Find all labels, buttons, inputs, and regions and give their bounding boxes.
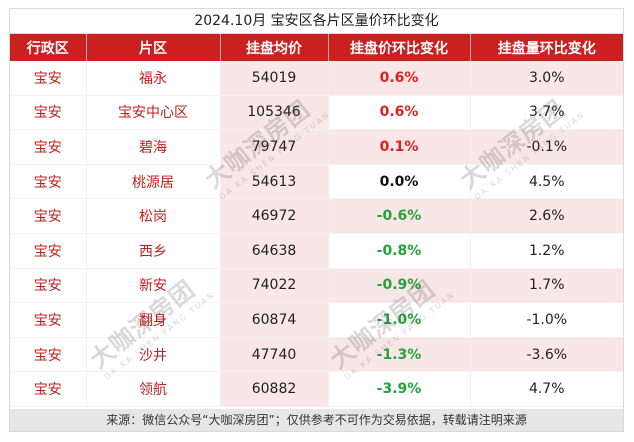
district-cell: 宝安 xyxy=(10,371,87,407)
price-cell: 79747 xyxy=(220,129,329,165)
table-row: 宝安 新安 74022 -0.9% 1.7% xyxy=(10,268,623,304)
district-cell: 宝安 xyxy=(10,95,87,131)
district-cell: 宝安 xyxy=(10,233,87,269)
table-row: 宝安 桃源居 54613 0.0% 4.5% xyxy=(10,164,623,200)
price-cell: 46972 xyxy=(220,198,329,234)
listing-change-cell: 4.5% xyxy=(470,164,623,200)
table-row: 宝安 宝安中心区 105346 0.6% 3.7% xyxy=(10,95,623,131)
table-row: 宝安 领航 60882 -3.9% 4.7% xyxy=(10,371,623,407)
header-price-change: 挂盘价环比变化 xyxy=(328,34,471,61)
price-cell: 54613 xyxy=(220,164,329,200)
price-cell: 60882 xyxy=(220,371,329,407)
data-table-card: 2024.10月 宝安区各片区量价环比变化 行政区 片区 挂盘均价 挂盘价环比变… xyxy=(9,8,624,432)
price-change-cell: 0.1% xyxy=(328,129,471,165)
district-cell: 宝安 xyxy=(10,61,87,96)
price-change-table: 行政区 片区 挂盘均价 挂盘价环比变化 挂盘量环比变化 宝安 福永 54019 0.6… xyxy=(10,34,623,407)
area-cell: 翻身 xyxy=(86,302,221,338)
listing-change-cell: 2.6% xyxy=(470,198,623,234)
price-change-cell: 0.6% xyxy=(328,95,471,131)
listing-change-cell: 1.2% xyxy=(470,233,623,269)
area-cell: 新安 xyxy=(86,268,221,304)
area-cell: 松岗 xyxy=(86,198,221,234)
table-row: 宝安 西乡 64638 -0.8% 1.2% xyxy=(10,233,623,269)
area-cell: 桃源居 xyxy=(86,164,221,200)
listing-change-cell: -3.6% xyxy=(470,337,623,373)
source-note: 来源：微信公众号“大咖深房团”；仅供参考不可作为交易依据，转载请注明来源 xyxy=(10,409,623,431)
district-cell: 宝安 xyxy=(10,164,87,200)
listing-change-cell: 4.7% xyxy=(470,371,623,407)
area-cell: 宝安中心区 xyxy=(86,95,221,131)
price-cell: 54019 xyxy=(220,61,329,96)
area-cell: 西乡 xyxy=(86,233,221,269)
price-change-cell: 0.6% xyxy=(328,61,471,96)
district-cell: 宝安 xyxy=(10,302,87,338)
area-cell: 福永 xyxy=(86,61,221,96)
listing-change-cell: -1.0% xyxy=(470,302,623,338)
price-change-cell: -1.3% xyxy=(328,337,471,373)
district-cell: 宝安 xyxy=(10,198,87,234)
price-cell: 74022 xyxy=(220,268,329,304)
table-title: 2024.10月 宝安区各片区量价环比变化 xyxy=(10,9,623,34)
header-listing-change: 挂盘量环比变化 xyxy=(470,34,623,61)
price-change-cell: -3.9% xyxy=(328,371,471,407)
listing-change-cell: 3.7% xyxy=(470,95,623,131)
table-row: 宝安 翻身 60874 -1.0% -1.0% xyxy=(10,302,623,338)
district-cell: 宝安 xyxy=(10,337,87,373)
price-cell: 47740 xyxy=(220,337,329,373)
district-cell: 宝安 xyxy=(10,129,87,165)
price-change-cell: -0.6% xyxy=(328,198,471,234)
area-cell: 碧海 xyxy=(86,129,221,165)
listing-change-cell: 1.7% xyxy=(470,268,623,304)
table-header-row: 行政区 片区 挂盘均价 挂盘价环比变化 挂盘量环比变化 xyxy=(10,34,623,61)
area-cell: 沙井 xyxy=(86,337,221,373)
price-change-cell: -0.8% xyxy=(328,233,471,269)
area-cell: 领航 xyxy=(86,371,221,407)
price-change-cell: 0.0% xyxy=(328,164,471,200)
price-change-cell: -1.0% xyxy=(328,302,471,338)
table-row: 宝安 沙井 47740 -1.3% -3.6% xyxy=(10,337,623,373)
listing-change-cell: 3.0% xyxy=(470,61,623,96)
listing-change-cell: -0.1% xyxy=(470,129,623,165)
price-change-cell: -0.9% xyxy=(328,268,471,304)
table-row: 宝安 福永 54019 0.6% 3.0% xyxy=(10,61,623,96)
price-cell: 60874 xyxy=(220,302,329,338)
header-price: 挂盘均价 xyxy=(220,34,329,61)
header-area: 片区 xyxy=(86,34,221,61)
table-row: 宝安 松岗 46972 -0.6% 2.6% xyxy=(10,198,623,234)
price-cell: 105346 xyxy=(220,95,329,131)
price-cell: 64638 xyxy=(220,233,329,269)
header-district: 行政区 xyxy=(10,34,87,61)
table-row: 宝安 碧海 79747 0.1% -0.1% xyxy=(10,129,623,165)
district-cell: 宝安 xyxy=(10,268,87,304)
